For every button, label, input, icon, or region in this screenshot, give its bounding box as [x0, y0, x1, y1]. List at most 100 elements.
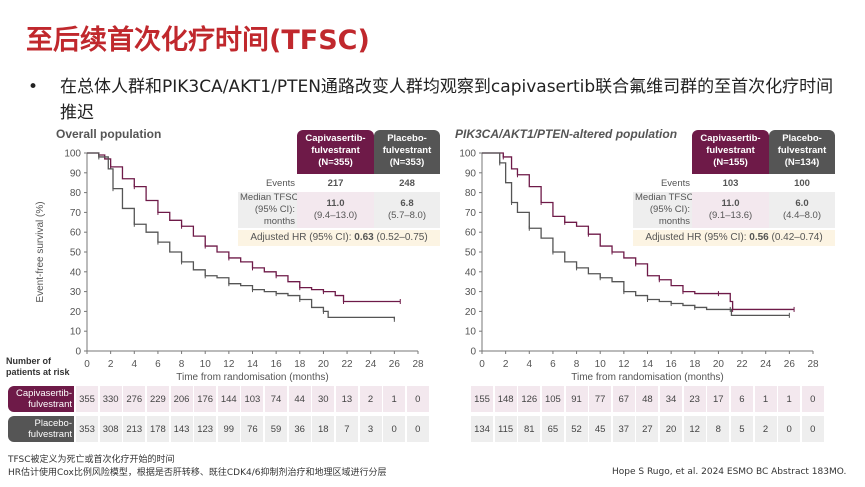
label-line: months [658, 216, 690, 227]
x-tick-label: 4 [132, 359, 138, 370]
at-risk-cell: 18 [312, 416, 335, 442]
citation: Hope S Rugo, et al. 2024 ESMO BC Abstrac… [612, 467, 847, 477]
y-tick-label: 10 [70, 327, 82, 338]
at-risk-cell: 353 [76, 416, 98, 442]
y-tick-label: 50 [70, 248, 82, 259]
y-tick-label: 100 [459, 149, 476, 160]
y-tick-label: 80 [465, 188, 477, 199]
placebo-events: 100 [794, 178, 810, 189]
at-risk-cell: 0 [406, 386, 429, 412]
at-risk-cell: 176 [194, 386, 217, 412]
at-risk-cell: 8 [707, 416, 730, 442]
footnote: HR估计使用Cox比例风险模型，根据是否肝转移、既往CDK4/6抑制剂治疗和地理… [8, 468, 387, 478]
median-label: Median TFSC (95% CI): months [633, 192, 694, 228]
x-tick-label: 16 [666, 359, 678, 370]
capi-median: 11.0 (9.4–13.0) [297, 192, 374, 228]
at-risk-cell: 0 [383, 416, 406, 442]
label-line: months [263, 216, 295, 227]
at-risk-cell: 155 [471, 386, 493, 412]
at-risk-cell: 12 [683, 416, 706, 442]
x-tick-label: 10 [200, 359, 212, 370]
x-tick-label: 18 [689, 359, 701, 370]
slide-title: 至后续首次化疗时间(TFSC) [26, 25, 370, 56]
placebo-n: (N=353) [389, 157, 425, 168]
arm-label-line: fulvestrant [28, 429, 72, 440]
events-label: Events [265, 178, 295, 189]
hr-label: Adjusted HR (95% CI): [250, 232, 355, 243]
at-risk-cell: 30 [312, 386, 335, 412]
label-line: (95% CI): [254, 204, 295, 215]
at-risk-cell: 0 [778, 416, 801, 442]
at-risk-cell: 7 [335, 416, 358, 442]
at-risk-cell: 134 [471, 416, 493, 442]
x-tick-label: 4 [527, 359, 533, 370]
at-risk-cell: 206 [170, 386, 193, 412]
median-value: 11.0 [721, 198, 740, 209]
at-risk-cell: 2 [359, 386, 382, 412]
x-tick-label: 24 [760, 359, 772, 370]
at-risk-cell: 126 [518, 386, 541, 412]
x-tick-label: 2 [503, 359, 509, 370]
events-label: Events [660, 178, 690, 189]
capi-events: 103 [722, 178, 739, 189]
y-tick-label: 50 [465, 248, 477, 259]
x-tick-label: 14 [642, 359, 654, 370]
at-risk-cell: 1 [383, 386, 406, 412]
x-tick-label: 22 [342, 359, 354, 370]
at-risk-cell: 20 [660, 416, 682, 442]
x-tick-label: 20 [713, 359, 725, 370]
y-tick-label: 70 [465, 208, 477, 219]
x-tick-label: 10 [595, 359, 607, 370]
at-risk-cell: 105 [541, 386, 564, 412]
y-tick-label: 80 [70, 188, 82, 199]
capi-n: (N=355) [318, 157, 353, 168]
header-capi: Capivasertib-fulvestrant (N=355) [297, 130, 374, 174]
y-tick-label: 70 [70, 208, 82, 219]
capi-median: 11.0 (9.1–13.6) [692, 192, 769, 228]
x-tick-label: 28 [807, 359, 819, 370]
arm-label-line: fulvestrant [706, 145, 755, 156]
median-ci: (4.4–8.0) [782, 210, 822, 221]
y-tick-label: 30 [465, 287, 477, 298]
x-tick-label: 26 [784, 359, 796, 370]
arm-label-line: fulvestrant [311, 145, 360, 156]
at-risk-row-placebo: 134 115 81 65 52 45 37 27 20 12 8 5 2 0 0 [471, 416, 824, 442]
hazard-ratio: Adjusted HR (95% CI): 0.56 (0.42–0.74) [633, 230, 835, 246]
at-risk-cell: 45 [589, 416, 612, 442]
x-tick-label: 14 [247, 359, 259, 370]
bullet-dot: • [28, 77, 39, 97]
at-risk-cell: 2 [754, 416, 777, 442]
footnote: TFSC被定义为死亡或首次化疗开始的时间 [8, 455, 175, 465]
capi-events: 217 [327, 178, 344, 189]
risk-row-label-placebo: Placebo-fulvestrant [8, 416, 74, 442]
at-risk-cell: 6 [730, 386, 753, 412]
median-value: 11.0 [326, 198, 345, 209]
y-tick-label: 60 [70, 228, 82, 239]
hr-ci: (0.42–0.74) [768, 232, 823, 243]
y-tick-label: 40 [465, 267, 477, 278]
at-risk-cell: 67 [612, 386, 635, 412]
risk-label-line2: patients at risk [6, 367, 70, 377]
arm-label-line: Capivasertib- [16, 388, 72, 399]
at-risk-cell: 17 [707, 386, 730, 412]
y-tick-label: 60 [465, 228, 477, 239]
x-tick-label: 12 [618, 359, 630, 370]
y-tick-label: 90 [70, 168, 82, 179]
x-axis-label: Time from randomisation (months) [176, 372, 328, 383]
x-tick-label: 18 [294, 359, 306, 370]
y-tick-label: 90 [465, 168, 477, 179]
median-value: 6.0 [795, 198, 809, 209]
median-value: 6.8 [400, 198, 414, 209]
header-capi: Capivasertib-fulvestrant (N=155) [692, 130, 769, 174]
at-risk-cell: 115 [494, 416, 517, 442]
at-risk-cell: 74 [265, 386, 287, 412]
risk-label-line1: Number of [6, 356, 51, 366]
x-axis-label: Time from randomisation (months) [571, 372, 723, 383]
at-risk-row-capi: 155 148 126 105 91 77 67 48 34 23 17 6 1 1 0 [471, 386, 824, 412]
arm-label-line: Placebo- [387, 133, 427, 144]
y-tick-label: 0 [470, 347, 476, 358]
arm-label-line: Placebo- [782, 133, 822, 144]
at-risk-cell: 3 [359, 416, 382, 442]
at-risk-cell: 1 [754, 386, 777, 412]
label-line: Median TFSC [635, 192, 694, 203]
